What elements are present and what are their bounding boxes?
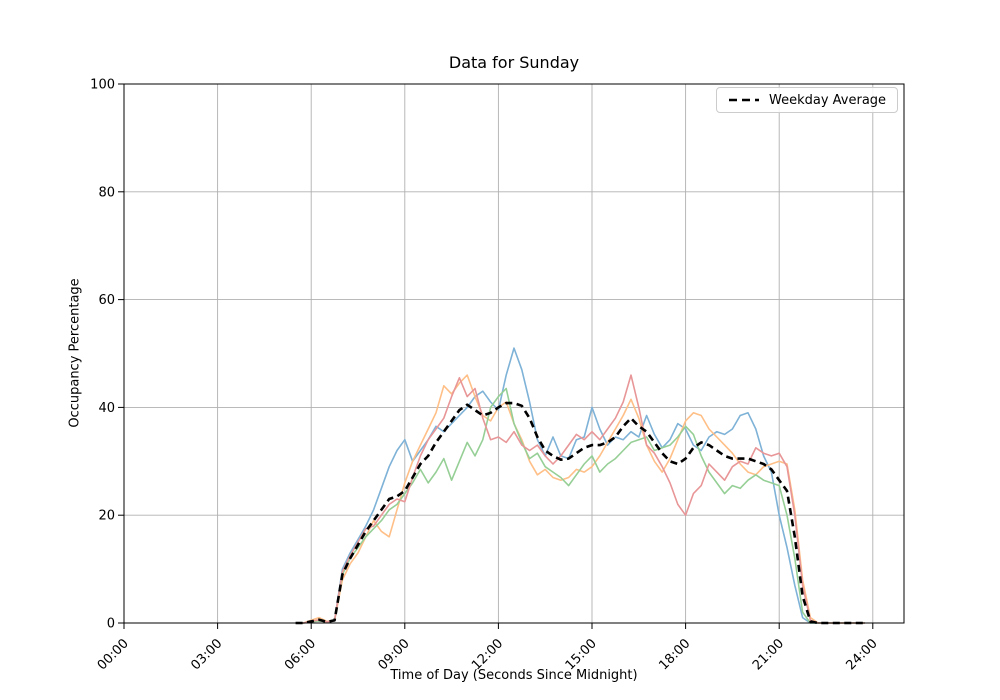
y-tick-label: 40 [98, 401, 115, 416]
chart-title: Data for Sunday [448, 53, 580, 72]
tick-labels: 00:00 03:00 06:00 09:00 12:00 15:00 18:00 21:00… [90, 78, 880, 674]
series-lines [295, 347, 865, 625]
axes-spines [123, 83, 905, 624]
series-weekday-line-4 [295, 374, 865, 624]
legend: Weekday Average [716, 87, 899, 113]
legend-dash-sample-icon [729, 98, 759, 102]
y-tick-label: 100 [90, 78, 115, 93]
y-axis-label: Occupancy Percentage [67, 278, 83, 428]
series-weekday-average [295, 401, 865, 625]
y-tick-label: 60 [98, 293, 115, 308]
y-tick-label: 20 [98, 509, 115, 524]
legend-label: Weekday Average [769, 92, 887, 108]
gridlines [123, 83, 904, 624]
y-tick-label: 80 [98, 185, 115, 200]
x-axis-label: Time of Day (Seconds Since Midnight) [390, 668, 638, 683]
series-weekday-line-3 [295, 387, 865, 624]
y-tick-label: 0 [107, 617, 115, 632]
